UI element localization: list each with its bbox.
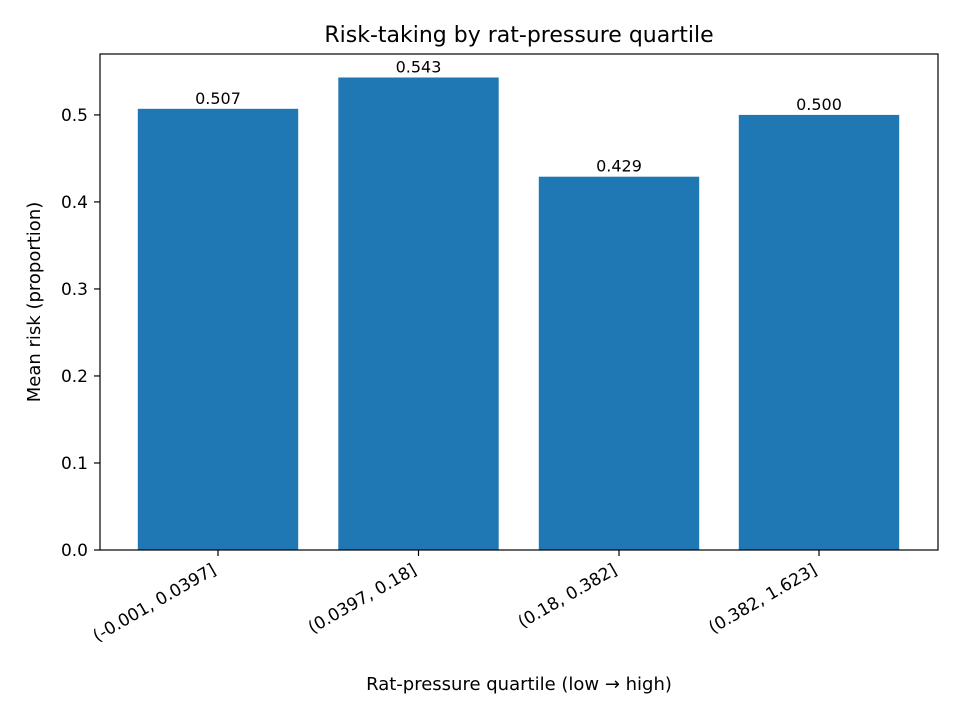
bars-group — [137, 77, 900, 551]
y-axis-label: Mean risk (proportion) — [24, 202, 45, 403]
data-labels-group: 0.507 0.543 0.429 0.500 — [195, 57, 842, 175]
plot-frame — [99, 53, 939, 551]
x-axis: (-0.001, 0.0397] (0.0397, 0.18] (0.18, 0.3… — [90, 550, 821, 647]
x-tick-label: (0.0397, 0.18] — [305, 560, 420, 638]
bar — [137, 108, 299, 551]
y-tick-label: 0.0 — [61, 541, 88, 561]
bar — [538, 176, 700, 550]
chart-title: Risk-taking by rat-pressure quartile — [324, 23, 713, 48]
x-axis-label: Rat-pressure quartile (low → high) — [366, 674, 672, 695]
bar — [738, 114, 900, 550]
bar — [338, 77, 499, 550]
y-tick-label: 0.1 — [61, 454, 88, 474]
y-tick-label: 0.5 — [61, 106, 88, 126]
bar-value-label: 0.500 — [796, 95, 842, 114]
bar-value-label: 0.429 — [596, 157, 642, 176]
y-axis: 0.0 0.1 0.2 0.3 0.4 0.5 — [61, 106, 100, 561]
y-tick-label: 0.4 — [61, 193, 88, 213]
x-tick-label: (0.18, 0.382] — [515, 560, 621, 633]
bar-value-label: 0.543 — [396, 57, 442, 76]
x-tick-label: (0.382, 1.623] — [705, 560, 820, 638]
x-tick-label: (-0.001, 0.0397] — [90, 560, 220, 647]
y-tick-label: 0.2 — [61, 367, 88, 387]
bar-value-label: 0.507 — [195, 89, 241, 108]
y-tick-label: 0.3 — [61, 280, 88, 300]
